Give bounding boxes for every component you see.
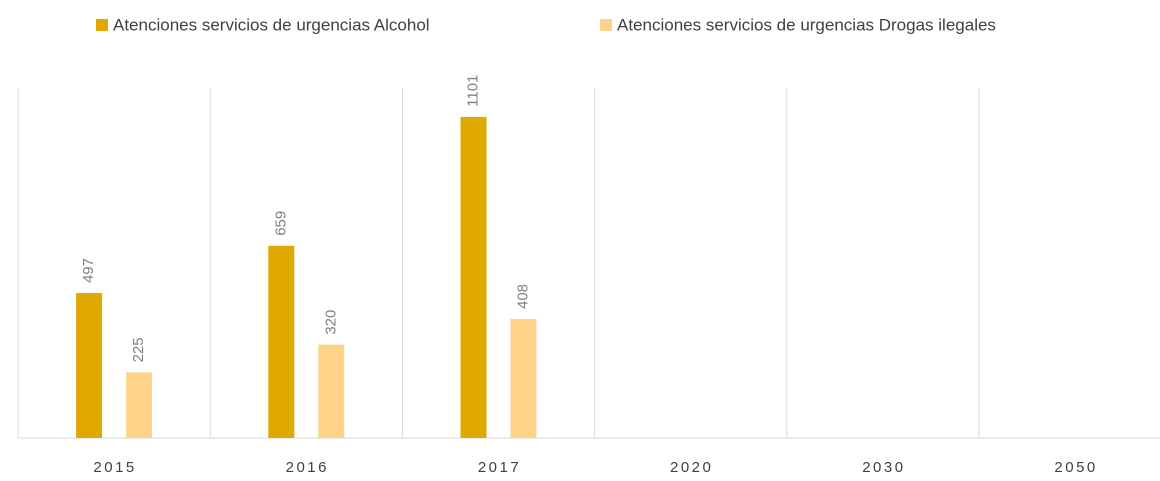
x-tick-label: 2015 bbox=[93, 459, 136, 476]
value-label: 225 bbox=[130, 337, 147, 362]
x-tick-label: 2016 bbox=[286, 459, 329, 476]
value-label: 497 bbox=[80, 258, 97, 283]
x-tick-label: 2030 bbox=[862, 459, 905, 476]
x-tick-label: 2050 bbox=[1054, 459, 1097, 476]
bar bbox=[268, 245, 295, 438]
x-tick-label: 2017 bbox=[478, 459, 521, 476]
bar bbox=[76, 293, 103, 438]
value-label: 320 bbox=[322, 310, 339, 335]
bar bbox=[510, 319, 537, 438]
bar bbox=[460, 116, 487, 438]
value-label: 1101 bbox=[464, 75, 481, 107]
bar bbox=[318, 344, 345, 438]
legend-swatch bbox=[600, 19, 612, 31]
legend-label: Atenciones servicios de urgencias Alcoho… bbox=[113, 15, 430, 34]
legend-label: Atenciones servicios de urgencias Drogas… bbox=[617, 15, 996, 34]
bar bbox=[126, 372, 153, 438]
value-label: 408 bbox=[514, 284, 531, 309]
value-label: 659 bbox=[272, 211, 289, 236]
legend-swatch bbox=[96, 19, 108, 31]
x-tick-label: 2020 bbox=[670, 459, 713, 476]
